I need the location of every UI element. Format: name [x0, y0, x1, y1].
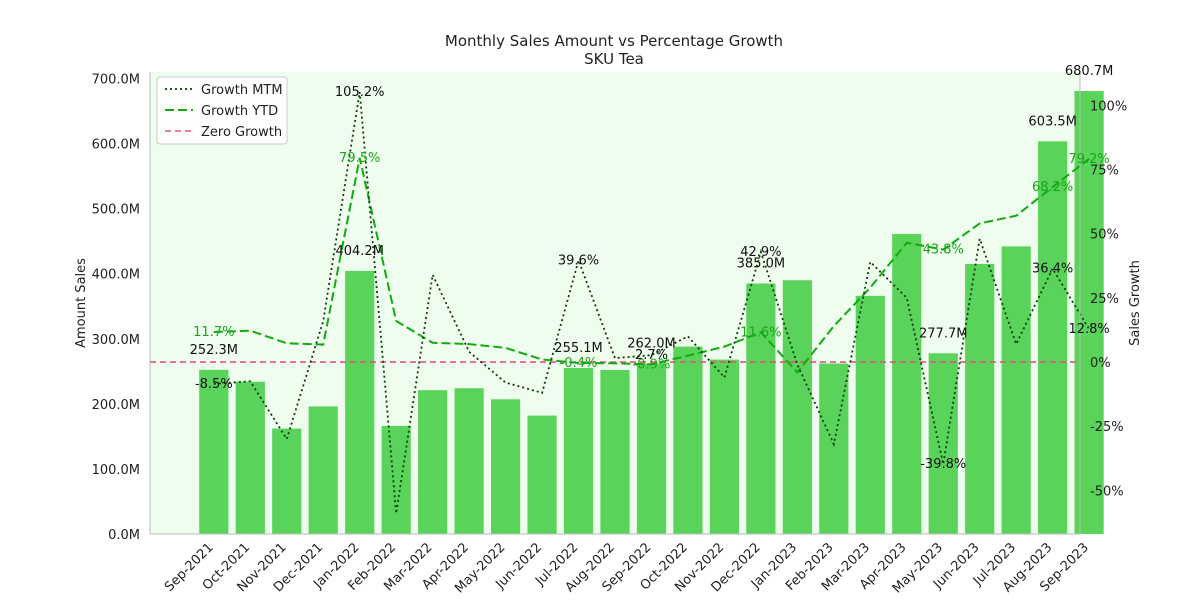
bar: [673, 346, 703, 534]
growth-mtm-label: -39.8%: [920, 457, 966, 472]
legend-label: Growth MTM: [201, 83, 283, 98]
growth-mtm-label: 12.8%: [1068, 322, 1109, 337]
bar: [746, 283, 776, 534]
bar: [527, 415, 557, 534]
bar: [855, 295, 885, 534]
growth-mtm-label: 36.4%: [1032, 262, 1073, 277]
bar: [709, 359, 739, 534]
bar: [381, 425, 411, 534]
y2-tick-label: 75%: [1090, 164, 1119, 179]
legend-box: [156, 76, 288, 145]
y-tick-label: 700.0M: [92, 73, 140, 88]
y2-tick-label: 50%: [1090, 228, 1119, 243]
bar-value-label: 255.1M: [554, 341, 602, 356]
growth-mtm-label: 39.6%: [558, 253, 599, 268]
y2-tick-label: -50%: [1090, 484, 1124, 499]
bar: [454, 388, 484, 534]
growth-mtm-label: 2.7%: [635, 348, 668, 363]
bar: [892, 234, 922, 535]
growth-ytd-label: 79.5%: [339, 151, 380, 166]
y-tick-label: 600.0M: [92, 138, 140, 153]
growth-ytd-label: 43.8%: [923, 243, 964, 258]
bar-value-label: 252.3M: [190, 343, 238, 358]
bar: [965, 263, 995, 534]
bar: [272, 428, 302, 534]
y2-axis-label: Sales Growth: [1128, 260, 1143, 346]
bar-value-label: 603.5M: [1028, 114, 1076, 129]
legend-label: Growth YTD: [201, 104, 278, 119]
y2-tick-label: 100%: [1090, 99, 1127, 114]
y-tick-label: 200.0M: [92, 398, 140, 413]
bar-value-label: 277.7M: [919, 326, 967, 341]
growth-mtm-label: -8.5%: [195, 377, 233, 392]
growth-mtm-line: [213, 91, 1090, 514]
bar: [563, 368, 594, 534]
legend-label: Zero Growth: [201, 125, 282, 140]
growth-ytd-label: 79.2%: [1068, 152, 1109, 167]
bar: [345, 270, 375, 534]
bar: [1001, 246, 1031, 534]
bar: [782, 280, 812, 534]
bar: [199, 369, 229, 534]
bar: [491, 399, 521, 534]
y-axis-label: Amount Sales: [74, 258, 89, 348]
bar: [636, 363, 667, 534]
chart-subtitle: SKU Tea: [584, 50, 644, 68]
bar: [1038, 141, 1068, 535]
growth-ytd-label: 11.6%: [740, 325, 781, 340]
y-tick-label: 400.0M: [92, 268, 140, 283]
y-tick-label: 0.0M: [108, 528, 140, 543]
bar: [819, 363, 849, 534]
bar-value-label: 385.0M: [737, 256, 785, 271]
growth-ytd-label: -0.9%: [633, 357, 671, 372]
y2-tick-label: 25%: [1090, 292, 1119, 307]
growth-ytd-label: 68.2%: [1032, 180, 1073, 195]
bar-value-label: 680.7M: [1065, 64, 1113, 79]
y-tick-label: 500.0M: [92, 203, 140, 218]
bar: [1074, 91, 1104, 534]
growth-ytd-line: [213, 157, 1090, 374]
y2-tick-label: 0%: [1090, 356, 1111, 371]
y-tick-label: 300.0M: [92, 333, 140, 348]
bar-value-label: 404.2M: [335, 244, 383, 259]
bar: [600, 370, 630, 534]
bar: [308, 406, 338, 534]
y-tick-label: 100.0M: [92, 463, 140, 478]
bar: [928, 353, 958, 534]
legend: Growth MTM Growth YTD Zero Growth: [156, 76, 288, 145]
growth-ytd-label: 11.7%: [193, 325, 234, 340]
bar: [418, 390, 448, 534]
growth-ytd-label: -0.4%: [560, 356, 598, 371]
bar: [235, 381, 265, 534]
bar-value-label: 262.0M: [627, 337, 675, 352]
chart-title: Monthly Sales Amount vs Percentage Growt…: [445, 32, 783, 50]
growth-mtm-label: 105.2%: [335, 85, 385, 100]
y2-tick-label: -25%: [1090, 420, 1124, 435]
growth-mtm-label: 42.9%: [740, 245, 781, 260]
